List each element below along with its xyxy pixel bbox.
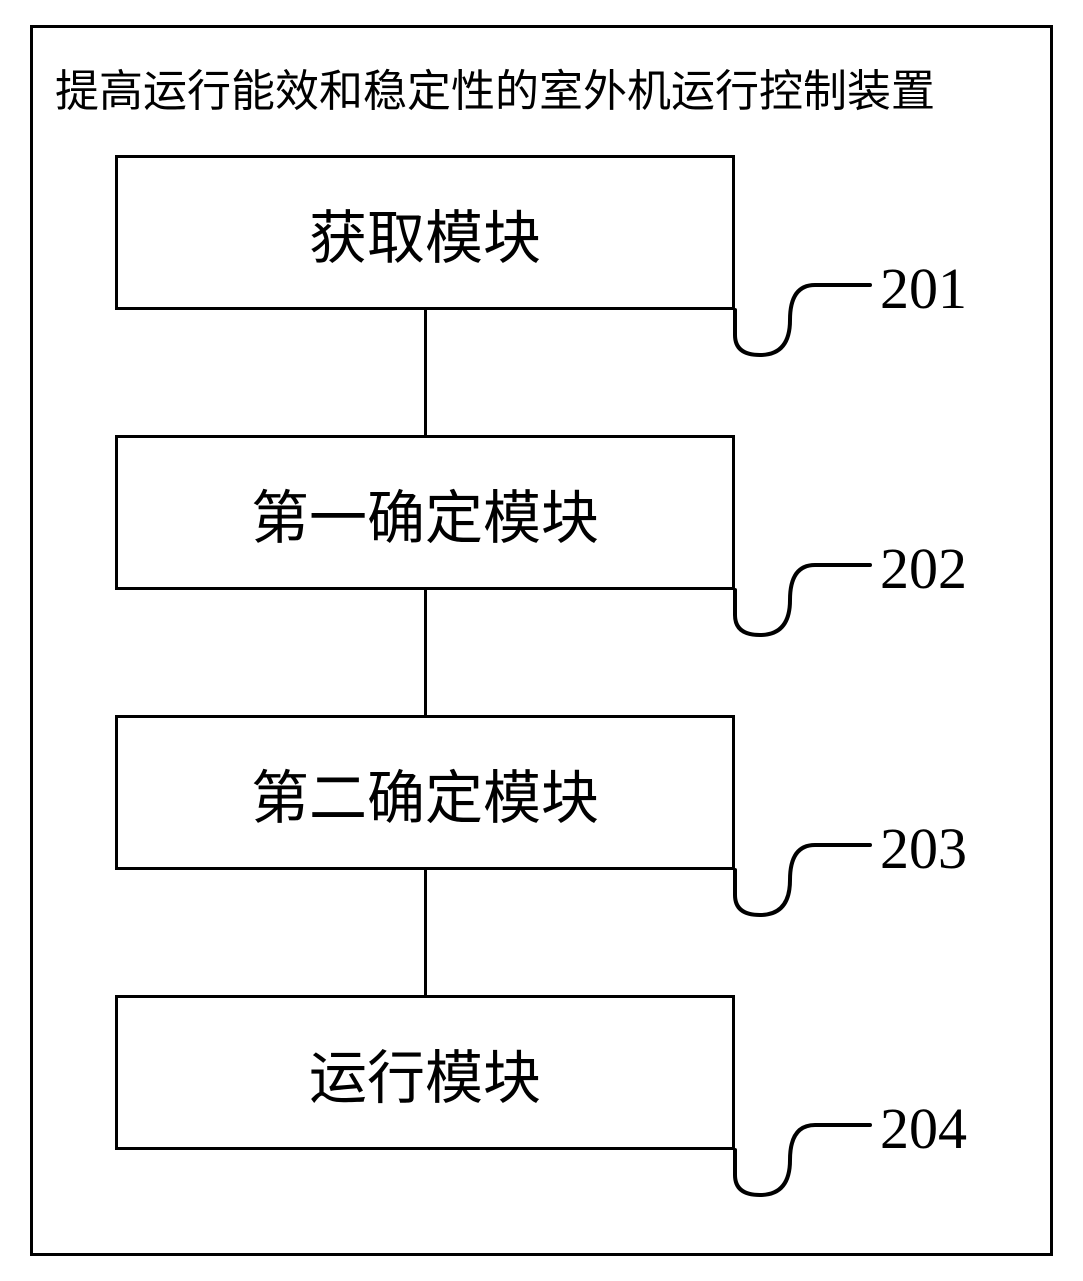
module-first-determine: 第一确定模块 bbox=[115, 435, 735, 590]
ref-202: 202 bbox=[880, 535, 967, 602]
module-label: 获取模块 bbox=[309, 191, 541, 275]
module-run: 运行模块 bbox=[115, 995, 735, 1150]
ref-203: 203 bbox=[880, 815, 967, 882]
callout-1 bbox=[725, 225, 890, 390]
module-label: 运行模块 bbox=[309, 1031, 541, 1115]
callout-2 bbox=[725, 505, 890, 670]
callout-4 bbox=[725, 1065, 890, 1230]
callout-3 bbox=[725, 785, 890, 950]
ref-204: 204 bbox=[880, 1095, 967, 1162]
module-acquire: 获取模块 bbox=[115, 155, 735, 310]
module-second-determine: 第二确定模块 bbox=[115, 715, 735, 870]
connector-3 bbox=[424, 870, 427, 995]
connector-1 bbox=[424, 310, 427, 435]
diagram-canvas: 提高运行能效和稳定性的室外机运行控制装置 获取模块 第一确定模块 第二确定模块 … bbox=[0, 0, 1083, 1281]
connector-2 bbox=[424, 590, 427, 715]
module-label: 第二确定模块 bbox=[251, 751, 599, 835]
ref-201: 201 bbox=[880, 255, 967, 322]
diagram-title: 提高运行能效和稳定性的室外机运行控制装置 bbox=[55, 55, 935, 119]
module-label: 第一确定模块 bbox=[251, 471, 599, 555]
